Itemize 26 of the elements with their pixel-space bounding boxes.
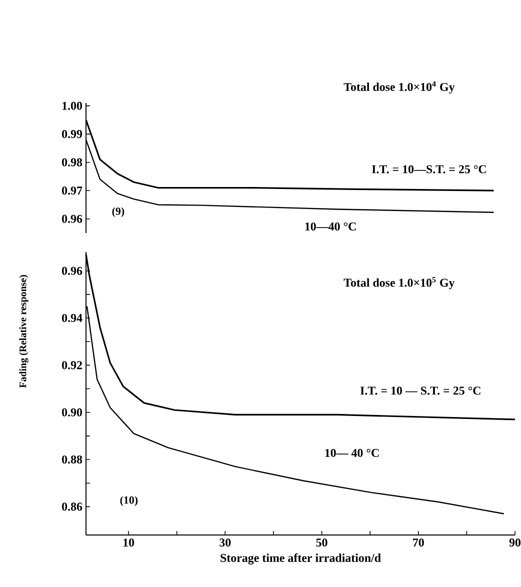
y-axis-title: Fading (Relative response) <box>19 275 28 388</box>
x-tick-label: 50 <box>316 538 328 547</box>
y-tick-label: 0.94 <box>62 314 82 322</box>
y-tick-label: 0.98 <box>62 158 82 166</box>
series-label: I.T. = 10 — S.T. = 25 °C <box>360 386 480 395</box>
x-tick-label: 70 <box>413 538 424 547</box>
y-tick-label: 0.99 <box>62 130 82 138</box>
chart-title: Total dose 1.0×10$^{4}$ Gy <box>344 81 455 94</box>
series-label: 10—40 °C <box>305 222 356 231</box>
y-tick-label: 0.97 <box>62 186 82 195</box>
y-tick-label: 0.86 <box>62 502 82 511</box>
x-axis-title: Storage time after irradiation/d <box>220 553 381 564</box>
text: Total dose 1.0×10$^{5}$ Gy <box>344 277 455 290</box>
x-tick-label: 90 <box>509 538 521 547</box>
series-label: I.T. = 10—S.T. = 25 °C <box>372 165 486 174</box>
annotation: (9) <box>112 207 124 218</box>
y-tick-label: 1.00 <box>62 102 82 110</box>
text: 10— 40 °C <box>325 448 379 457</box>
y-tick-label: 0.96 <box>62 266 82 275</box>
y-tick-label: 0.92 <box>62 361 82 370</box>
annotation: (10) <box>120 496 138 506</box>
y-tick-label: 0.88 <box>62 455 82 464</box>
x-tick-label: 30 <box>220 538 231 547</box>
y-tick-label: 0.90 <box>62 408 82 416</box>
y-tick-label: 0.96 <box>62 214 82 223</box>
x-tick-label: 10 <box>123 538 134 547</box>
